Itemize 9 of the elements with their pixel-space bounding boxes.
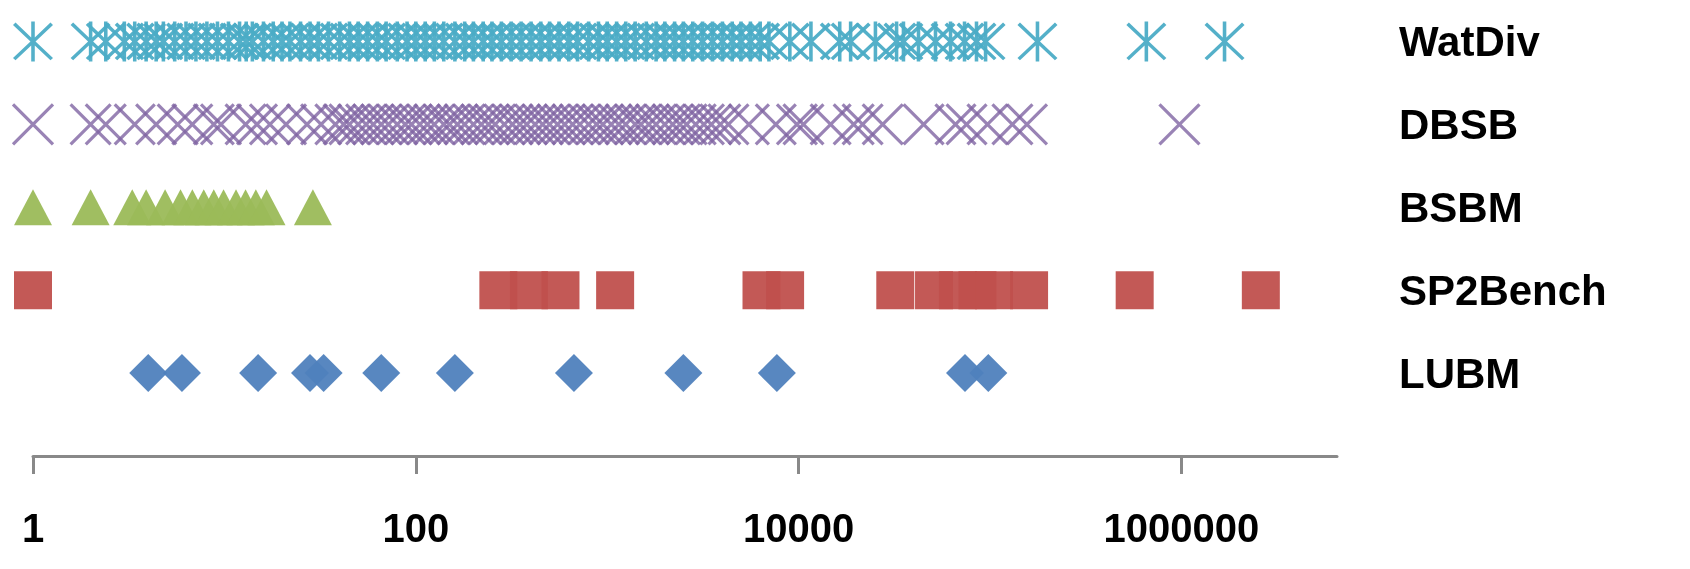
x-tick-label: 100 — [382, 506, 450, 550]
y-tick-label: DBSB — [1399, 100, 1519, 148]
y-tick-label: LUBM — [1399, 349, 1521, 397]
y-tick-label: WatDiv — [1399, 17, 1541, 65]
y-tick-label: SP2Bench — [1399, 266, 1607, 314]
x-tick-label: 10000 — [742, 506, 855, 550]
x-tick-label: 1000000 — [1103, 506, 1260, 550]
y-tick-label: BSBM — [1399, 183, 1523, 231]
x-tick-label: 1 — [21, 506, 45, 550]
